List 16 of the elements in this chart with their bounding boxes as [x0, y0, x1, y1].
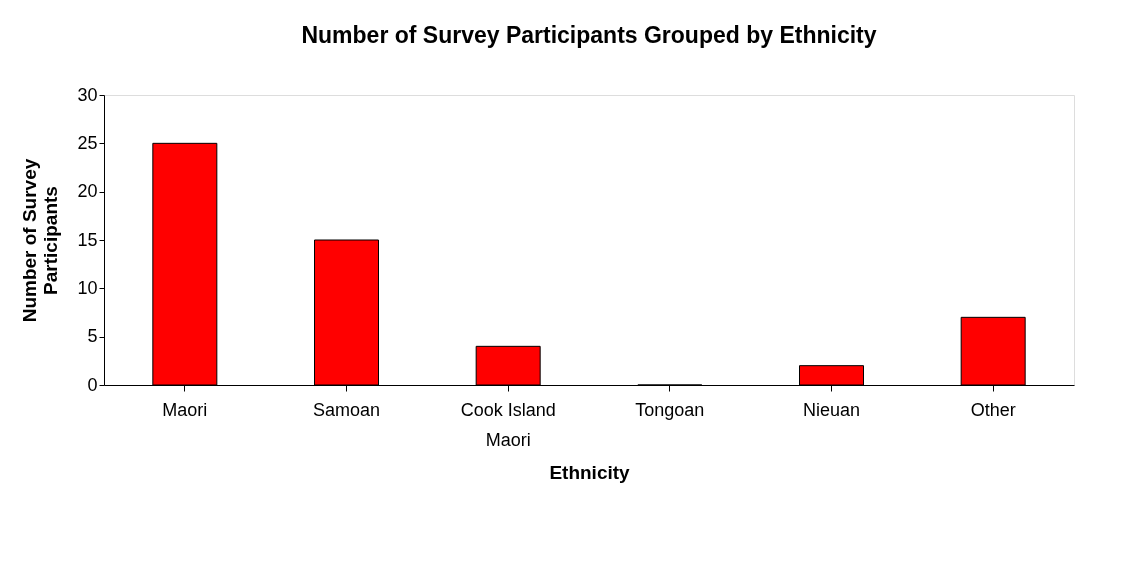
y-tick-label: 20 [77, 181, 98, 202]
x-tick-label: Nieuan [802, 399, 861, 420]
x-tick-label: Other [970, 399, 1016, 420]
x-tick-label: Samoan [312, 399, 381, 420]
y-tick-label: 10 [77, 277, 98, 298]
y-tick-label: 5 [87, 326, 98, 347]
y-tick-label: 30 [77, 84, 98, 105]
y-tick-label: 25 [77, 132, 98, 153]
x-tick-label: Maori [162, 399, 208, 420]
y-tick-label: 0 [87, 374, 98, 395]
y-tick-label: 15 [77, 229, 98, 250]
chart-title: Number of Survey Participants Grouped by Ethnicity [301, 22, 877, 48]
x-tick-label: Cook Island Maori [460, 399, 556, 450]
x-tick-label: Tongoan [635, 399, 705, 420]
y-axis-title: Number of Survey Participants [19, 158, 62, 323]
x-axis-title: Ethnicity [549, 461, 631, 483]
